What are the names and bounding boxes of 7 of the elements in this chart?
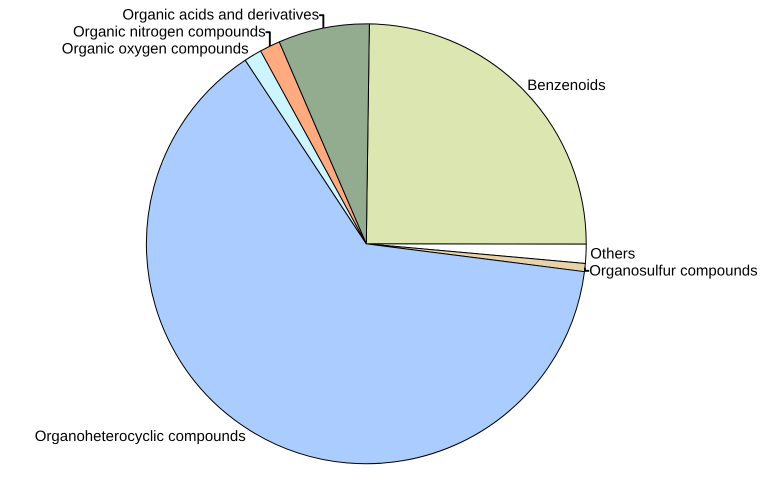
slice-label: Organoheterocyclic compounds (34, 428, 246, 446)
slice-label: Others (590, 245, 636, 262)
slice-label: Organic oxygen compounds (62, 40, 249, 58)
slice-label: Benzenoids (527, 76, 606, 94)
slice-label: Organosulfur compounds (589, 262, 758, 280)
slice-label: Organic nitrogen compounds (72, 24, 266, 41)
slice-label: Organic acids and derivatives (122, 6, 320, 24)
